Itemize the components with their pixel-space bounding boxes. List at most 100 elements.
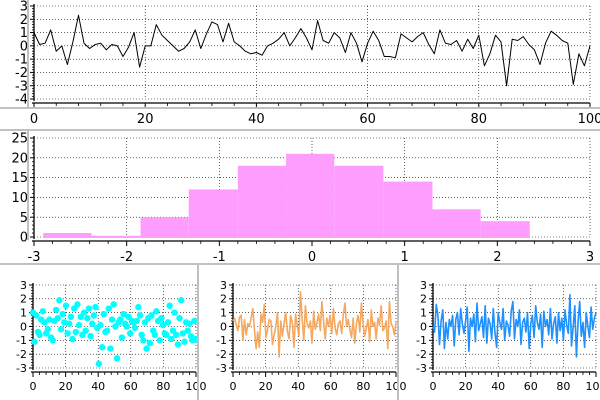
scatter-point [186, 320, 193, 327]
scatter-point [98, 344, 106, 351]
scatter-point [103, 327, 111, 334]
scatter-point [52, 306, 60, 314]
histogram-bar [188, 189, 238, 238]
histogram-bar [140, 217, 189, 238]
x-tick-label: 0 [30, 380, 37, 393]
scatter-point [151, 331, 159, 338]
scatter-point [105, 305, 112, 312]
scatter-point [118, 334, 126, 341]
y-tick-label: -1 [16, 334, 27, 347]
y-tick-label: -2 [216, 348, 227, 361]
y-tick-label: -4 [15, 93, 28, 108]
y-tick-label: 5 [20, 211, 28, 226]
y-tick-label: -2 [16, 348, 27, 361]
y-tick-label: 15 [11, 171, 28, 186]
x-tick-label: 3 [586, 250, 594, 265]
scatter-point [146, 339, 154, 347]
scatter-point [62, 302, 70, 309]
x-tick-label: 20 [459, 380, 473, 393]
scatter-point [159, 321, 167, 329]
scatter-point [123, 323, 131, 330]
x-tick-label: -1 [213, 250, 226, 265]
y-tick-label: 0 [20, 320, 27, 333]
scatter-point [173, 331, 180, 338]
scatter-point [66, 320, 73, 327]
scatter-point [31, 338, 38, 345]
scatter-point [179, 330, 187, 337]
y-tick-label: 3 [20, 0, 28, 15]
x-tick-label: 100 [578, 112, 600, 127]
histogram-bar [334, 165, 384, 238]
y-tick-label: 1 [220, 307, 227, 320]
histogram-bar [480, 221, 530, 238]
scatter-point [97, 321, 104, 329]
scatter-point [136, 312, 144, 319]
scatter-point [61, 319, 68, 326]
scatter-point [131, 324, 139, 332]
scatter-point [117, 316, 124, 323]
y-tick-label: 0 [420, 320, 427, 333]
y-tick-label: 3 [20, 279, 27, 292]
scatter-point [67, 313, 75, 321]
x-tick-label: 40 [491, 380, 505, 393]
scatter-point [110, 301, 117, 308]
y-tick-label: 3 [420, 279, 427, 292]
x-tick-label: 100 [186, 380, 207, 393]
scatter-point [82, 327, 89, 334]
y-tick-label: -2 [15, 66, 28, 81]
x-tick-label: 80 [556, 380, 570, 393]
y-tick-label: 0 [20, 39, 28, 54]
y-tick-label: -3 [15, 79, 28, 94]
y-tick-label: -3 [416, 362, 427, 375]
y-tick-label: -3 [216, 362, 227, 375]
scatter-point [120, 310, 127, 318]
scatter-point [75, 321, 83, 329]
y-tick-label: 2 [220, 293, 227, 306]
y-tick-label: 3 [220, 279, 227, 292]
series-line [232, 291, 397, 358]
x-tick-label: -3 [28, 250, 41, 265]
y-tick-label: 2 [20, 293, 27, 306]
scatter-point [57, 326, 65, 333]
x-tick-label: 0 [430, 380, 437, 393]
x-tick-label: 80 [356, 380, 370, 393]
y-tick-label: 1 [20, 307, 27, 320]
y-tick-label: 25 [11, 132, 28, 147]
scatter-point [181, 338, 188, 345]
scatter-point [176, 315, 183, 322]
x-tick-label: 20 [137, 112, 154, 127]
scatter-point [72, 328, 80, 336]
scatter-point [135, 303, 142, 311]
scatter-point [166, 302, 173, 309]
y-tick-label: 2 [420, 293, 427, 306]
x-tick-label: 60 [359, 112, 376, 127]
y-tick-label: -1 [216, 334, 227, 347]
scatter-point [177, 297, 185, 304]
scatter-point [107, 345, 114, 352]
scatter-point [41, 319, 48, 326]
histogram-bar [91, 235, 141, 238]
histogram-bar [286, 153, 335, 238]
scatter-point [163, 331, 170, 338]
x-tick-label: -2 [120, 250, 133, 265]
scatter-point [56, 297, 63, 304]
x-tick-label: 80 [471, 112, 488, 127]
scatter-point [74, 301, 81, 308]
scatter-point [126, 330, 134, 337]
scatter-point [148, 312, 155, 319]
scatter-point [36, 331, 43, 338]
x-tick-label: 100 [586, 380, 600, 393]
scatter-point [153, 308, 160, 315]
x-tick-label: 0 [308, 250, 316, 265]
scatter-point [168, 335, 175, 343]
y-tick-label: 10 [11, 191, 28, 206]
scatter-point [108, 316, 116, 323]
x-tick-label: 20 [259, 380, 273, 393]
y-tick-label: -1 [416, 334, 427, 347]
scatter-point [95, 360, 103, 368]
y-tick-label: -1 [15, 53, 28, 68]
scatter-point [133, 317, 140, 325]
